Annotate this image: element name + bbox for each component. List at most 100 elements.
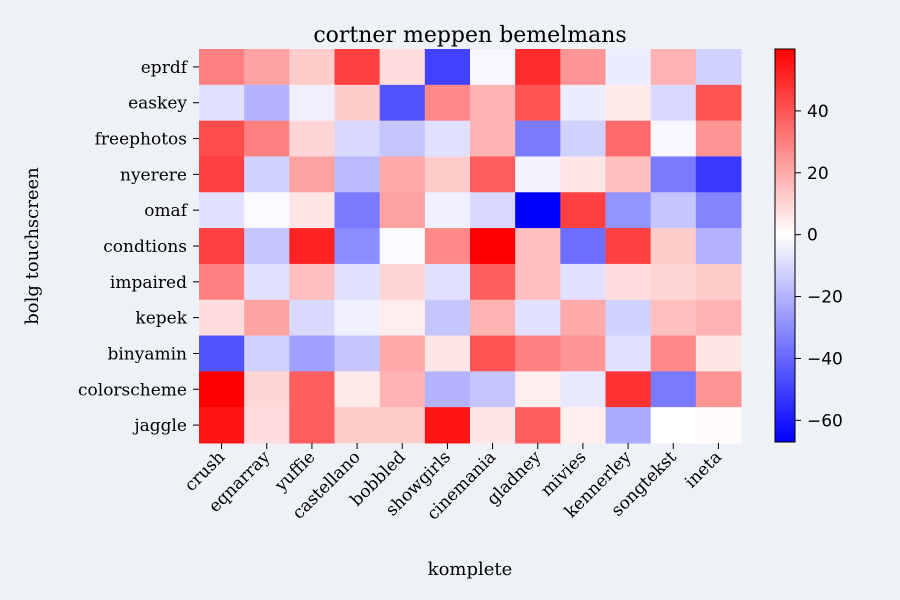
heatmap-cell	[334, 156, 381, 193]
heatmap-cell	[650, 299, 697, 337]
heatmap-cell	[379, 335, 426, 372]
heatmap-cell	[334, 335, 381, 372]
heatmap-cell	[470, 371, 516, 408]
heatmap-cell	[560, 228, 606, 265]
heatmap-cell	[560, 299, 606, 337]
heatmap-cell	[424, 299, 471, 337]
heatmap-cell	[244, 156, 290, 193]
heatmap-cell	[695, 263, 742, 301]
heatmap-cell	[560, 120, 606, 157]
heatmap-cell	[695, 407, 742, 444]
heatmap-cell	[695, 335, 742, 372]
heatmap-cell	[695, 228, 742, 265]
heatmap-cell	[650, 335, 697, 372]
colorbar-gradient	[774, 48, 796, 443]
heatmap-cell	[605, 84, 652, 122]
heatmap-cell	[650, 49, 697, 86]
heatmap-cell	[695, 299, 742, 337]
heatmap-cell	[470, 84, 516, 122]
heatmap-cell	[379, 407, 426, 444]
chart-title: cortner meppen bemelmans	[313, 23, 626, 48]
heatmap-cell	[470, 49, 516, 86]
heatmap-cell	[244, 120, 290, 157]
heatmap-cell	[379, 49, 426, 86]
heatmap-cell	[289, 299, 335, 337]
heatmap-cell	[199, 371, 245, 408]
heatmap-cell	[334, 407, 381, 444]
heatmap-cell	[560, 263, 606, 301]
heatmap-cell	[424, 49, 471, 86]
heatmap-cell	[605, 49, 652, 86]
heatmap-cell	[605, 192, 652, 229]
heatmap-cell	[424, 228, 471, 265]
heatmap-cell	[515, 84, 561, 122]
heatmap-cell	[379, 371, 426, 408]
y-tick-label: omaf	[144, 201, 188, 221]
heatmap-cell	[244, 228, 290, 265]
heatmap-cell	[605, 371, 652, 408]
y-tick-label: impaired	[110, 273, 187, 293]
heatmap-cell	[695, 192, 742, 229]
heatmap-cell	[515, 228, 561, 265]
heatmap-cell	[470, 299, 516, 337]
y-tick-label: binyamin	[107, 344, 187, 364]
heatmap-cell	[424, 84, 471, 122]
heatmap-cell	[515, 120, 561, 157]
heatmap-cell	[695, 156, 742, 193]
y-tick-label: freephotos	[95, 130, 187, 150]
heatmap-cell	[424, 263, 471, 301]
x-axis-label: komplete	[428, 559, 513, 580]
heatmap-cell	[379, 299, 426, 337]
heatmap-cell	[424, 156, 471, 193]
heatmap-cell	[515, 299, 561, 337]
heatmap-cell	[334, 84, 381, 122]
colorbar-tick-label: −60	[807, 411, 843, 431]
heatmap-cell	[605, 156, 652, 193]
heatmap-cell	[515, 335, 561, 372]
heatmap-cell	[560, 49, 606, 86]
y-tick-label: jaggle	[132, 416, 187, 436]
heatmap-cell	[244, 263, 290, 301]
heatmap-cell	[605, 228, 652, 265]
heatmap-cell	[244, 407, 290, 444]
heatmap-cell	[650, 156, 697, 193]
heatmap-cell	[424, 120, 471, 157]
heatmap-cell	[244, 299, 290, 337]
heatmap-cell	[199, 120, 245, 157]
colorbar: −60 −40 −20 0 20 40	[774, 48, 843, 443]
heatmap-cell	[424, 335, 471, 372]
heatmap-cell	[515, 49, 561, 86]
heatmap-cell	[379, 228, 426, 265]
heatmap-cell	[470, 228, 516, 265]
heatmap-cell	[650, 120, 697, 157]
y-tick-label: kepek	[135, 309, 187, 329]
y-tick-label: condtions	[103, 237, 187, 257]
heatmap-cell	[379, 120, 426, 157]
heatmap-cell	[379, 192, 426, 229]
heatmap-cell	[334, 120, 381, 157]
y-tick-label: colorscheme	[78, 380, 187, 400]
heatmap-cell	[470, 335, 516, 372]
heatmap-cell	[334, 371, 381, 408]
y-axis-ticks: eprdf easkey freephotos nyerere omaf condtion…	[78, 58, 199, 436]
heatmap-cell	[244, 192, 290, 229]
heatmap-cell	[470, 156, 516, 193]
y-tick-label: eprdf	[141, 58, 189, 78]
heatmap-cell	[695, 84, 742, 122]
heatmap-cell	[695, 49, 742, 86]
heatmap-cell	[289, 49, 335, 86]
x-axis-ticks: crusheqnarrayyuffiecastellanobobbledshow…	[181, 443, 726, 524]
heatmap-cell	[605, 120, 652, 157]
y-tick-label: easkey	[128, 94, 187, 114]
heatmap-cell	[289, 120, 335, 157]
heatmap-cell	[605, 299, 652, 337]
heatmap-cell	[470, 263, 516, 301]
y-tick-label: nyerere	[120, 165, 187, 185]
heatmap-cell	[334, 299, 381, 337]
heatmap-cell	[515, 263, 561, 301]
heatmap-cell	[199, 49, 245, 86]
heatmap-cell	[379, 263, 426, 301]
heatmap-cell	[199, 228, 245, 265]
